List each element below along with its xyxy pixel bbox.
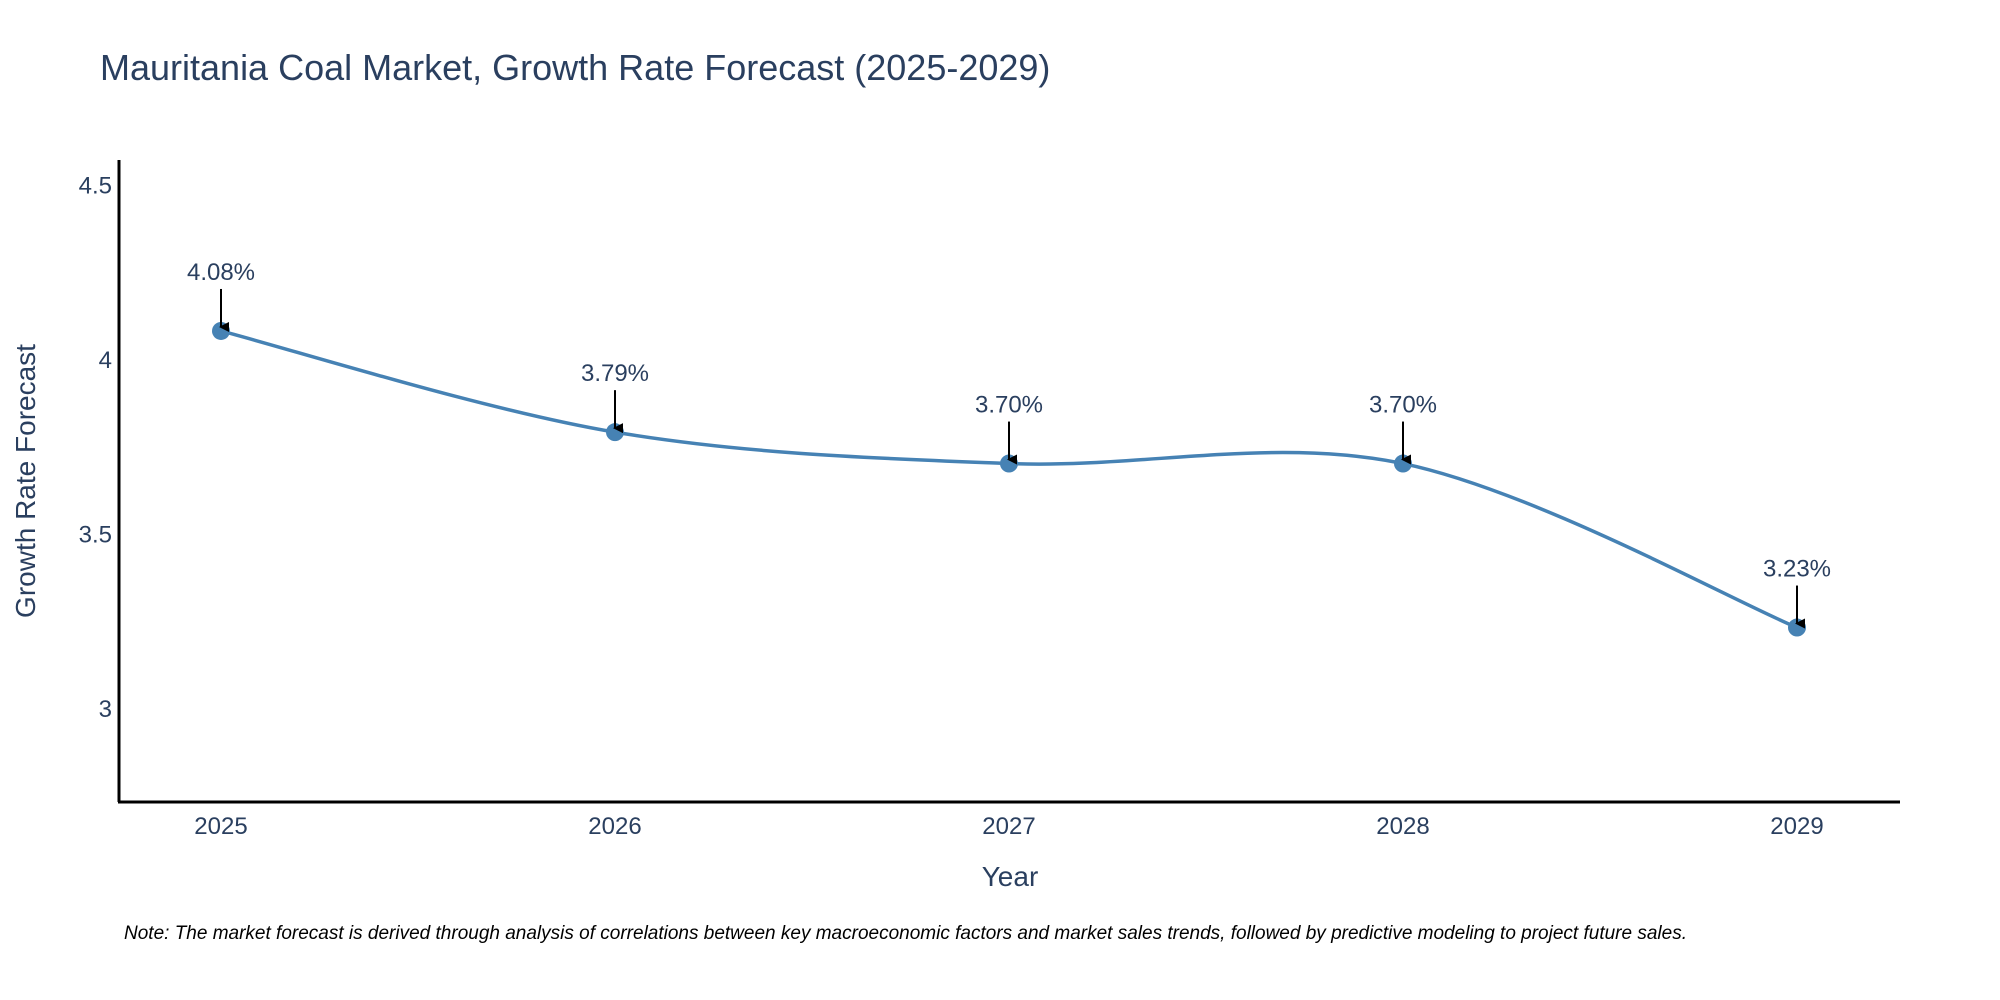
chart-title: Mauritania Coal Market, Growth Rate Fore… xyxy=(100,47,1050,88)
data-annotations: 4.08% 3.79% 3.70% 3.70% 3.23% xyxy=(187,259,1831,629)
data-label: 3.70% xyxy=(975,392,1043,419)
y-tick-label: 3.5 xyxy=(79,521,112,548)
data-label: 4.08% xyxy=(187,259,255,286)
y-tick-label: 4.5 xyxy=(79,172,112,199)
y-tick-labels: 3 3.5 4 4.5 xyxy=(79,172,112,722)
x-tick-label: 2025 xyxy=(194,813,247,840)
data-label: 3.23% xyxy=(1763,556,1831,583)
x-tick-label: 2027 xyxy=(982,813,1035,840)
data-points xyxy=(212,321,1806,637)
y-tick-label: 3 xyxy=(99,696,112,723)
y-tick-label: 4 xyxy=(99,347,112,374)
data-label: 3.79% xyxy=(581,360,649,387)
footnote: Note: The market forecast is derived thr… xyxy=(124,923,1687,944)
x-axis-title: Year xyxy=(982,861,1039,892)
y-axis-title: Growth Rate Forecast xyxy=(10,344,41,618)
plot-area: 3 3.5 4 4.5 2025 2026 2027 2028 2029 4.08% 3.79%… xyxy=(79,160,1900,840)
series-line xyxy=(220,329,1798,630)
x-tick-label: 2029 xyxy=(1770,813,1823,840)
x-tick-labels: 2025 2026 2027 2028 2029 xyxy=(194,813,1823,840)
x-tick-label: 2028 xyxy=(1376,813,1429,840)
x-tick-label: 2026 xyxy=(588,813,641,840)
data-label: 3.70% xyxy=(1369,392,1437,419)
